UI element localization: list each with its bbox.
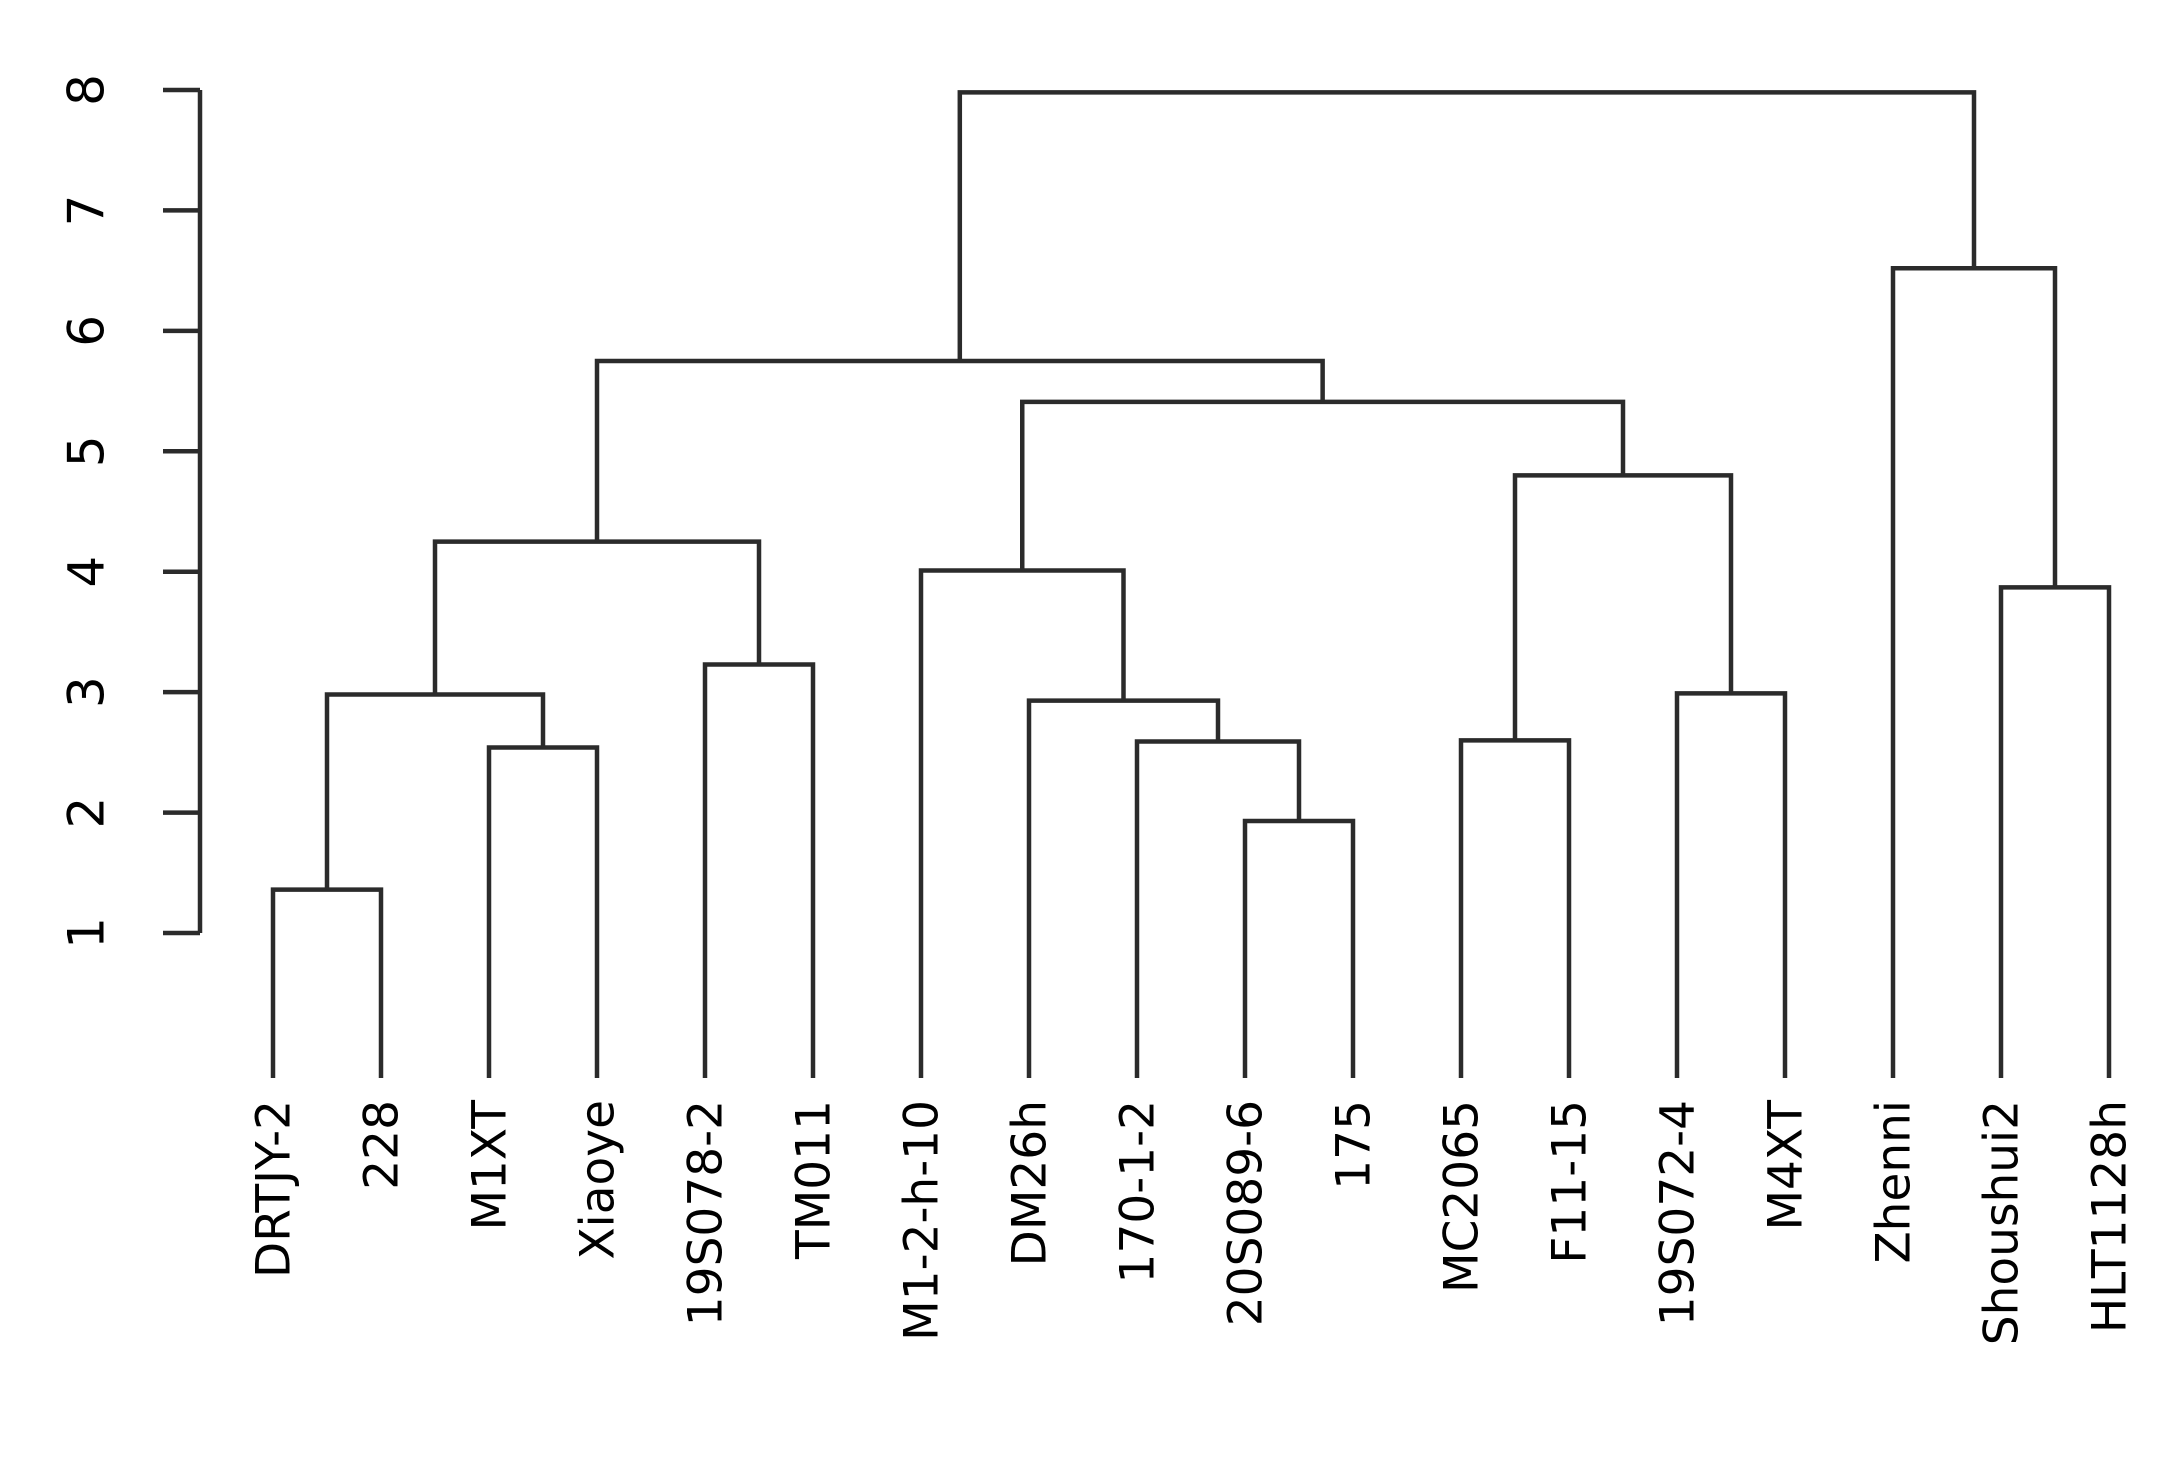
y-axis-tick-label: 4 (58, 556, 116, 588)
cluster-link (486, 745, 600, 1078)
cluster-link (702, 662, 816, 1078)
leaf-label: 175 (1326, 1100, 1381, 1190)
leaf-label: 228 (354, 1100, 409, 1190)
cluster-link (957, 90, 1977, 361)
leaf-label: Xiaoye (570, 1100, 625, 1260)
cluster-link (1020, 399, 1626, 571)
leaf-label: M1-2-h-10 (894, 1100, 949, 1341)
leaf-label: DRTJY-2 (246, 1100, 301, 1278)
leaf-label: M1XT (462, 1100, 517, 1231)
cluster-link (1512, 473, 1734, 741)
leaf-label: 19S072-4 (1650, 1100, 1705, 1326)
y-axis-tick-label: 1 (58, 917, 116, 949)
cluster-link (1674, 691, 1788, 1078)
leaf-label: HLT1128h (2082, 1100, 2137, 1333)
leaf-label: TM011 (786, 1100, 841, 1260)
cluster-link (270, 887, 384, 1078)
leaf-label: Shoushui2 (1974, 1100, 2029, 1345)
y-axis-tick-label: 6 (58, 315, 116, 347)
leaf-label: MC2065 (1434, 1100, 1489, 1293)
leaf-label: F11-15 (1542, 1100, 1597, 1264)
y-axis-tick-label: 3 (58, 676, 116, 708)
cluster-link (594, 358, 1325, 542)
cluster-link (1458, 738, 1572, 1078)
cluster-link (1026, 698, 1221, 1078)
cluster-link (1890, 265, 2058, 1078)
leaf-label: 170-1-2 (1110, 1100, 1165, 1283)
leaf-label: M4XT (1758, 1100, 1813, 1231)
y-axis-tick-label: 8 (58, 74, 116, 106)
leaf-label: DM26h (1002, 1100, 1057, 1266)
y-axis-tick-label: 2 (58, 797, 116, 829)
leaf-label: 19S078-2 (678, 1100, 733, 1326)
leaf-label: Zhenni (1866, 1100, 1921, 1264)
cluster-link (1998, 585, 2112, 1078)
cluster-link (1134, 739, 1302, 1078)
cluster-link (1242, 818, 1356, 1078)
cluster-link (324, 692, 546, 890)
y-axis-tick-label: 5 (58, 435, 116, 467)
cluster-link (918, 568, 1126, 1078)
y-axis-tick-label: 7 (58, 195, 116, 227)
leaf-label: 20S089-6 (1218, 1100, 1273, 1326)
cluster-link (432, 539, 762, 695)
